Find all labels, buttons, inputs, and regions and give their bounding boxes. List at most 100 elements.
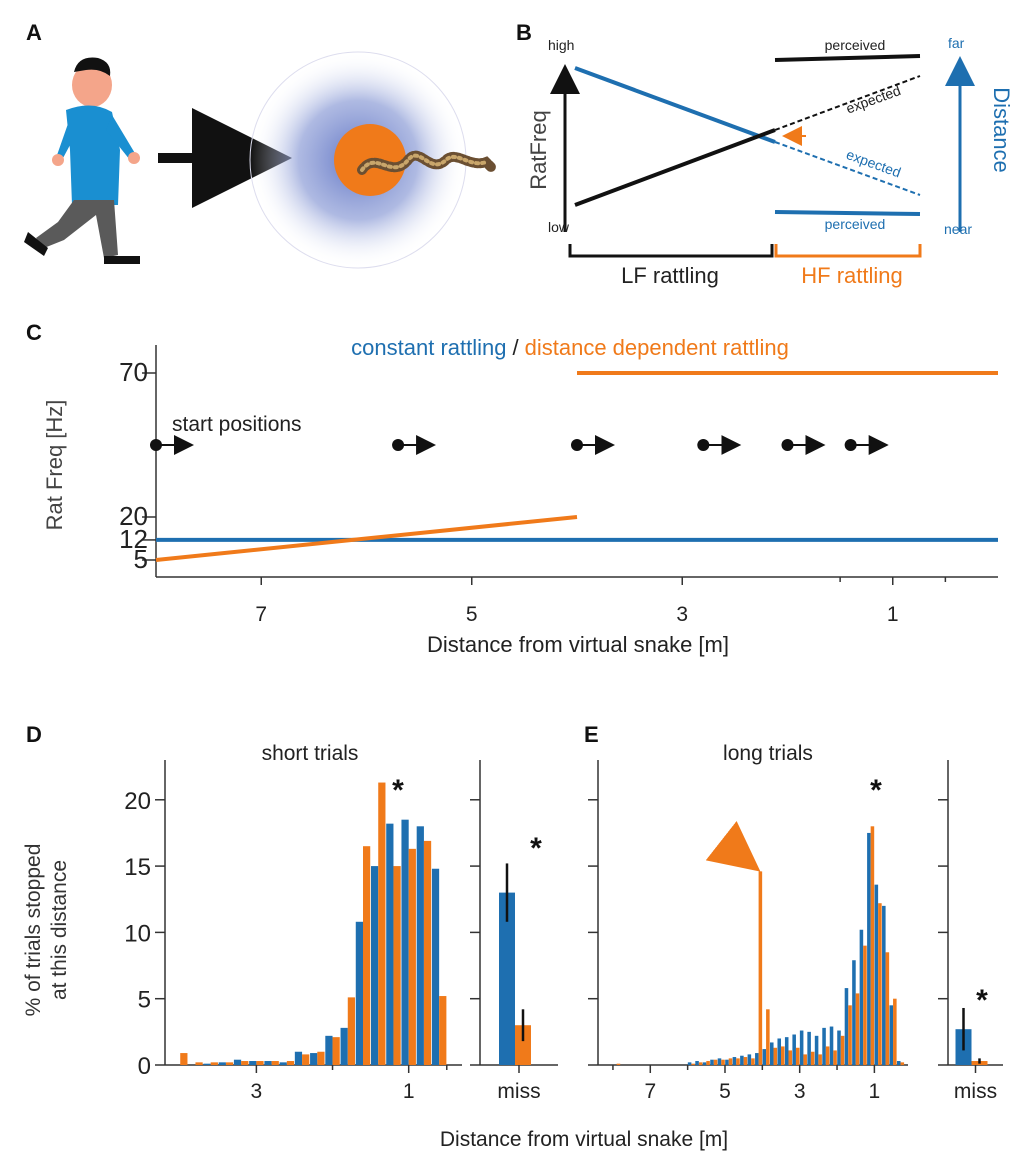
constant-rattling-bar [717,1058,722,1065]
distance-dependent-bar [423,840,432,1065]
blue-perceived-line [774,210,921,216]
constant-rattling-bar [844,988,849,1065]
constant-rattling-bar [762,1049,767,1065]
distance-dependent-bar [810,1051,815,1065]
chart-c-ytick-label: 12 [119,524,148,554]
hist-ytick-label: 20 [124,788,151,815]
distance-dependent-bar [818,1054,822,1065]
expected-black-label: expected [844,82,903,116]
distance-dependent-bar [855,993,860,1065]
distance-dependent-bar [863,945,867,1065]
lf-rattling-label: LF rattling [621,263,719,288]
distance-dependent-bar [286,1061,295,1065]
constant-rattling-bar [386,823,394,1065]
distance-dependent-bar [795,1047,800,1065]
shared-xlabel: Distance from virtual snake [m] [440,1128,728,1151]
distance-dependent-bar [271,1061,279,1065]
chart-d-marks: 0 5 10 15 20 3 1 * miss * [124,760,558,1103]
miss-label: miss [497,1080,540,1103]
constant-rattling-bar [431,868,440,1065]
constant-rattling-bar [264,1061,272,1065]
panel-b-schematic: high low RatFreq far near Distance perce… [526,35,1014,288]
distance-dependent-bar [256,1061,264,1065]
constant-rattling-bar [279,1062,287,1065]
distance-dependent-bar [439,996,447,1065]
chart-c-xtick-label: 7 [255,603,267,626]
distance-dependent-bar [691,1063,695,1065]
distance-axis-label: Distance [989,87,1014,173]
constant-rattling-bar [203,1063,211,1065]
low-label: low [548,219,570,235]
distance-dependent-bar [825,1046,830,1065]
distance-dependent-bar [616,1063,621,1065]
constant-rattling-bar [859,929,864,1065]
distance-dependent-bar [195,1062,203,1065]
constant-rattling-bar [710,1059,714,1065]
distance-dependent-bar [378,782,386,1065]
distance-dependent-bar [743,1057,748,1065]
constant-rattling-bar [249,1061,257,1065]
constant-rattling-bar [852,960,856,1065]
distance-dependent-bar [332,1037,340,1065]
constant-rattling-bar [695,1061,699,1065]
distance-dependent-bar [302,1054,310,1065]
hf-bracket [774,244,922,258]
constant-rattling-bar [370,866,379,1065]
chart-c-ytick-label: 20 [119,501,148,531]
chart-c-ylabel: Rat Freq [Hz] [42,400,67,531]
ratfreq-axis-label: RatFreq [526,110,551,189]
distance-dependent-bar [393,866,401,1065]
constant-rattling-bar [310,1053,318,1065]
distance-dependent-bar [766,1009,770,1065]
miss-significance-star: * [530,832,542,865]
expected-blue-label: expected [844,146,903,180]
hist-ytick-label: 0 [138,1053,151,1080]
near-label: near [944,221,972,237]
constant-rattling-bar [874,884,879,1065]
constant-rattling-bar [732,1057,737,1065]
hist-xtick-label: 5 [719,1080,731,1103]
distance-dependent-bar [840,1035,845,1065]
chart-c-title-dependent: distance dependent rattling [525,335,789,360]
panel-e-chart: long trials 7 5 3 1 * miss * [588,742,1003,1103]
chart-c-title-constant: constant rattling [351,335,506,360]
blue-expected-dashed [774,141,921,196]
panel-letter-d: D [26,722,42,747]
black-perceived-line [774,54,921,62]
distance-dependent-bar [900,1062,905,1065]
constant-rattling-bar [896,1061,901,1065]
hist-xtick-label: 1 [869,1080,881,1103]
distance-dependent-bar [758,871,763,1065]
distance-dependent-bar [180,1053,188,1065]
chart-c-title: constant rattling / distance dependent rat… [351,335,789,360]
constant-rattling-bar [837,1030,841,1065]
constant-rattling-bar [829,1026,834,1065]
perceived-bottom-label: perceived [825,216,886,232]
distance-dependent-bar [848,1005,852,1065]
distance-dependent-bar [698,1062,703,1065]
constant-rattling-bar [889,1005,894,1065]
distance-dependent-bar [833,1050,837,1065]
panel-letter-a: A [26,20,42,45]
distance-dependent-bar [713,1059,718,1065]
chart-c-xtick-label: 3 [676,603,688,626]
panel-letter-b: B [516,20,532,45]
constant-rattling-bar [416,826,424,1065]
chart-e-title: long trials [723,742,813,765]
hf-rattling-label: HF rattling [801,263,902,288]
constant-rattling-bar [769,1042,774,1065]
chart-d-ylabel-line1: % of trials stopped [22,844,45,1017]
distance-dependent-bar [788,1050,793,1065]
distance-dependent-bar [736,1058,740,1065]
chart-c-xtick-label: 1 [887,603,899,626]
constant-rattling-bar [755,1053,759,1065]
constant-rattling-bar [725,1059,729,1065]
perceived-top-label: perceived [825,37,886,53]
high-label: high [548,37,574,53]
constant-rattling-bar [777,1038,782,1065]
chart-d-title: short trials [262,742,359,765]
distance-dependent-bar [728,1058,733,1065]
constant-rattling-bar [325,1035,333,1065]
miss-distance-dependent-bar [515,1025,531,1065]
constant-rattling-bar [882,905,886,1065]
